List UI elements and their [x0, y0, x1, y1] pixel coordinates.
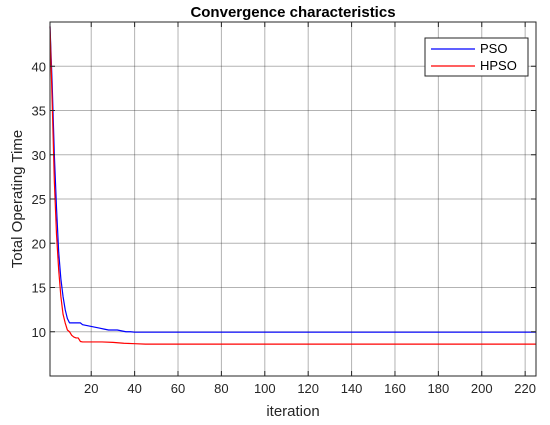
series-line-pso [49, 26, 536, 333]
x-axis-title: iteration [266, 403, 319, 420]
y-tick-label: 35 [32, 104, 46, 119]
x-tick-label: 200 [471, 381, 493, 396]
chart-title: Convergence characteristics [190, 4, 395, 21]
y-tick-label: 25 [32, 192, 46, 207]
x-tick-label: 40 [127, 381, 141, 396]
y-tick-label: 30 [32, 148, 46, 163]
plot-background [50, 22, 536, 376]
legend-box [424, 37, 529, 77]
y-tick-label: 15 [32, 281, 46, 296]
x-tick-label: 80 [214, 381, 228, 396]
x-tick-label: 180 [428, 381, 450, 396]
x-tick-label: 20 [84, 381, 98, 396]
legend-label-hpso: HPSO [480, 58, 517, 73]
legend: PSO HPSO [424, 37, 529, 77]
y-tick-label: 10 [32, 325, 46, 340]
x-tick-label: 140 [341, 381, 363, 396]
x-tick-label: 60 [171, 381, 185, 396]
legend-label-pso: PSO [480, 41, 507, 56]
grid [50, 22, 536, 376]
series-line-hpso [49, 26, 536, 345]
y-tick-label: 40 [32, 59, 46, 74]
tick-layer: 20 40 60 80 100 120 140 160 180 200 220 10 15 20 25 30 3… [32, 22, 536, 396]
x-tick-label: 160 [384, 381, 406, 396]
y-tick-label: 20 [32, 236, 46, 251]
x-tick-label: 120 [297, 381, 319, 396]
series-layer [49, 26, 536, 345]
y-axis-title: Total Operating Time [9, 130, 26, 268]
x-tick-label: 100 [254, 381, 276, 396]
x-tick-label: 220 [514, 381, 536, 396]
